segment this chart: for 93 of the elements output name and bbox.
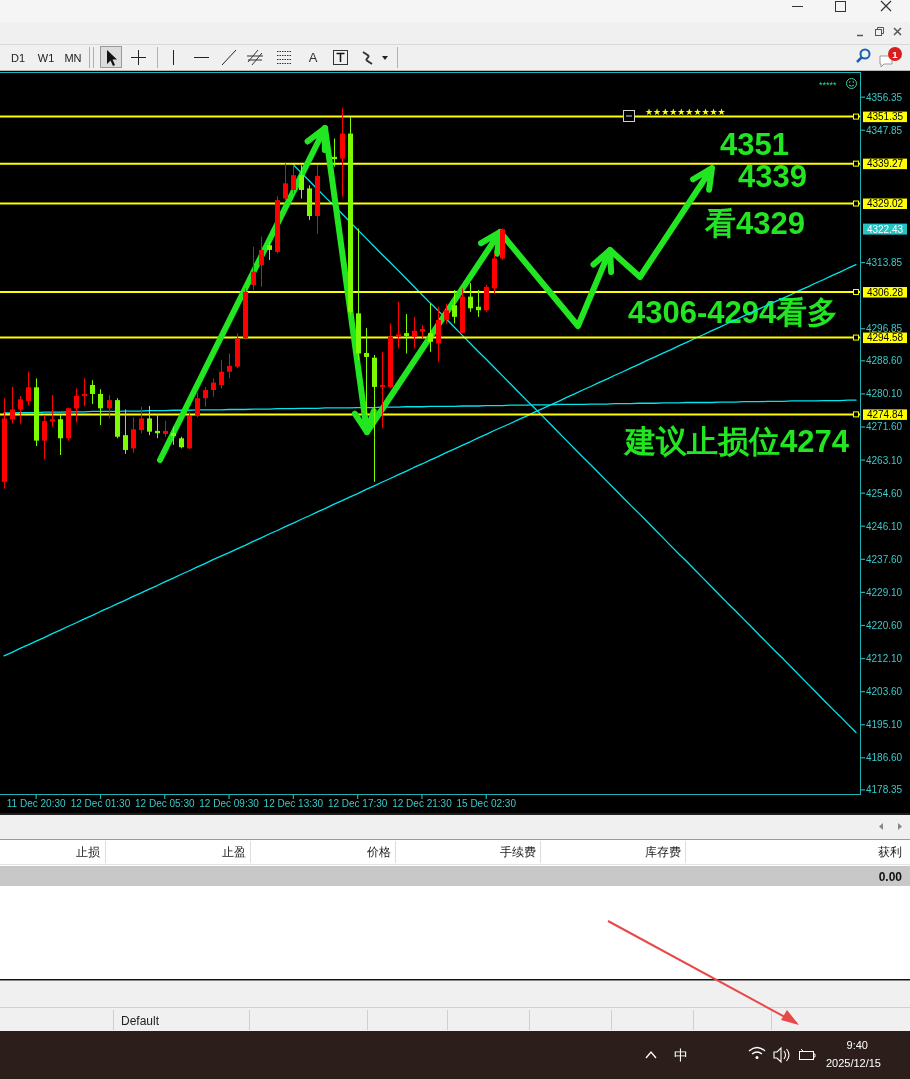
candlestick (58, 414, 63, 456)
ref-line-label: 4339.27 (866, 158, 904, 170)
annotation: 4339 (738, 159, 807, 194)
ref-line-label: 4306.28 (866, 286, 904, 298)
y-tick-label: 4220.60 (866, 619, 903, 631)
candlestick (74, 387, 79, 423)
ref-line-label: 4329.02 (866, 198, 904, 210)
ref-line-label: 4351.35 (866, 111, 904, 123)
y-tick-label: 4237.60 (866, 553, 903, 565)
y-tick-label: 4254.60 (866, 487, 903, 499)
y-tick-label: 4288.60 (866, 355, 903, 367)
candlestick (10, 386, 15, 424)
candlestick (195, 392, 200, 418)
x-tick-label: 11 Dec 20:30 (6, 798, 66, 809)
y-tick-label: 4186.60 (866, 752, 903, 764)
candlestick (227, 352, 232, 379)
candlestick (452, 289, 457, 324)
candlestick (98, 388, 103, 426)
y-tick-label: 4296.85 (866, 323, 903, 335)
x-tick-label: 12 Dec 09:30 (199, 798, 260, 809)
y-tick-label: 4280.10 (866, 388, 903, 400)
text: 价格 (366, 845, 391, 859)
y-tick-label: 4263.10 (866, 454, 903, 466)
text: 4322.43 (866, 223, 904, 235)
candlestick (364, 327, 369, 416)
candlestick (267, 241, 272, 261)
text: 止盈 (222, 845, 246, 859)
x-tick-label: 12 Dec 05:30 (135, 798, 195, 809)
candlestick (219, 359, 224, 389)
ref-line-label: 4274.84 (866, 409, 904, 421)
candlestick (251, 246, 256, 291)
candlestick (299, 164, 304, 200)
candlestick (139, 406, 144, 434)
y-tick-label: 4212.10 (866, 653, 903, 665)
annotation: ★★★★★★★★★★ (645, 106, 726, 117)
candlestick (291, 164, 296, 194)
y-tick-label: 4313.85 (866, 257, 903, 269)
x-tick-label: 15 Dec 02:30 (456, 798, 517, 809)
annotation: 看4329 (704, 206, 805, 241)
text: 中 (674, 1047, 688, 1063)
text: 1 (892, 48, 899, 60)
text: W1 (37, 51, 55, 64)
candlestick (82, 377, 87, 407)
y-tick-label: 4271.60 (866, 421, 903, 433)
candlestick (42, 414, 47, 460)
text: Default (121, 1013, 160, 1028)
y-tick-label: 4246.10 (866, 520, 903, 532)
x-tick-label: 12 Dec 17:30 (327, 798, 388, 809)
text: 库存费 (645, 845, 681, 859)
annotation: 4351 (720, 127, 789, 162)
x-tick-label: 12 Dec 21:30 (392, 798, 453, 809)
candlestick (468, 282, 473, 313)
candlestick (123, 408, 128, 455)
y-tick-label: 4203.60 (866, 686, 903, 698)
candlestick (380, 351, 385, 429)
text: 2025/12/15 (825, 1057, 881, 1069)
candlestick (436, 306, 441, 363)
candlestick (428, 303, 433, 353)
text: D1 (10, 51, 26, 64)
candlestick (18, 395, 23, 424)
y-tick-label: 4229.10 (866, 586, 903, 598)
y-tick-label: 4356.35 (866, 91, 903, 103)
text: 止损 (76, 845, 100, 859)
annotation: ***** (819, 80, 838, 90)
candlestick (107, 394, 112, 419)
candlestick (412, 316, 417, 349)
candlestick (259, 236, 264, 288)
candlestick (404, 313, 409, 354)
y-tick-label: 4347.85 (866, 124, 903, 136)
text: 9:40 (846, 1039, 868, 1051)
candlestick (50, 394, 55, 428)
text: 0.00 (878, 869, 903, 884)
ref-line-label: 4294.58 (866, 332, 904, 344)
candlestick (147, 405, 152, 436)
candlestick (396, 301, 401, 349)
candlestick (211, 377, 216, 398)
candlestick (90, 379, 95, 405)
y-tick-label: 4178.35 (866, 784, 903, 796)
x-tick-label: 12 Dec 01:30 (70, 798, 131, 809)
candlestick (444, 303, 449, 324)
y-tick-label: 4195.10 (866, 719, 903, 731)
candlestick (203, 386, 208, 408)
candlestick (283, 163, 288, 201)
text: 手续费 (500, 845, 536, 859)
candlestick (26, 371, 31, 406)
annotation: 建议止损位4274 (623, 424, 850, 459)
candlestick (484, 284, 489, 313)
candlestick (131, 416, 136, 454)
text: A (308, 50, 318, 65)
text: MN (64, 51, 82, 64)
x-tick-label: 12 Dec 13:30 (263, 798, 324, 809)
text: 获利 (878, 845, 902, 859)
candlestick (171, 426, 176, 446)
